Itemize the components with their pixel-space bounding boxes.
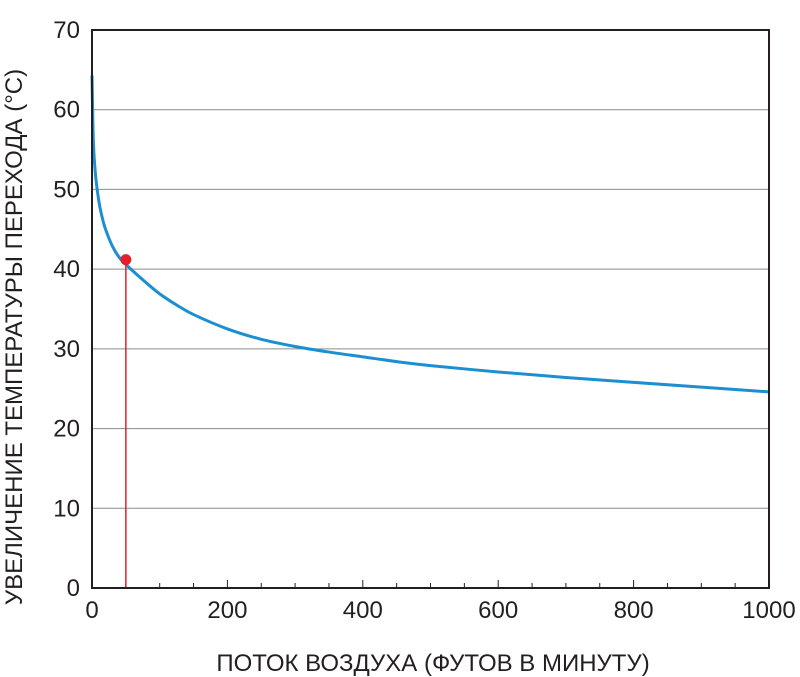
- y-tick-label: 40: [53, 256, 80, 283]
- y-tick-label: 50: [53, 176, 80, 203]
- y-tick-labels: 0 10 20 30 40 50 60 70: [53, 17, 80, 602]
- x-tick-label: 400: [343, 597, 383, 624]
- y-tick-label: 70: [53, 17, 80, 44]
- y-axis-label: УВЕЛИЧЕНИЕ ТЕМПЕРАТУРЫ ПЕРЕХОДА (°С): [1, 69, 28, 605]
- x-tick-label: 600: [478, 597, 518, 624]
- y-tick-label: 20: [53, 416, 80, 443]
- series-line-0: [90, 75, 770, 394]
- x-tick-label: 0: [85, 597, 98, 624]
- x-tick-label: 200: [207, 597, 247, 624]
- y-tick-label: 30: [53, 336, 80, 363]
- x-axis-label: ПОТОК ВОЗДУХА (ФУТОВ В МИНУТУ): [216, 650, 649, 677]
- marker-point: [120, 254, 132, 266]
- x-tick-label: 800: [614, 597, 654, 624]
- gridlines: [92, 109, 769, 509]
- x-minor-ticks: [91, 580, 770, 588]
- plot-frame: [91, 29, 770, 589]
- y-tick-label: 60: [53, 97, 80, 124]
- series-group: [90, 75, 770, 394]
- x-tick-label: 1000: [742, 597, 795, 624]
- marker-group: [120, 254, 132, 588]
- y-tick-label: 10: [53, 495, 80, 522]
- y-tick-label: 0: [67, 575, 80, 602]
- x-tick-labels: 0 200 400 600 800 1000: [85, 597, 795, 624]
